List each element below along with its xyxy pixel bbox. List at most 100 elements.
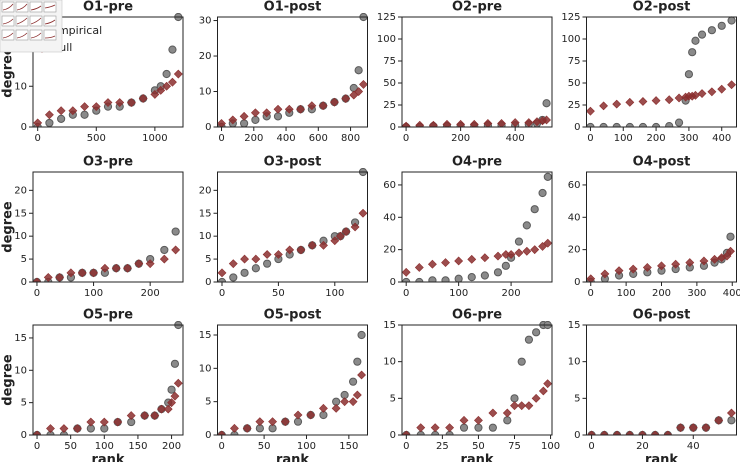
null-point [726, 408, 736, 418]
empirical-point [357, 330, 366, 340]
plot-frame [586, 16, 737, 128]
null-point [650, 430, 660, 435]
null-point [170, 391, 180, 401]
empirical-point [522, 221, 531, 230]
null-point [483, 119, 493, 127]
null-point [307, 240, 317, 250]
plot-frame [586, 171, 737, 283]
x-tick-label: 40 [687, 441, 700, 452]
empirical-point [665, 122, 674, 127]
y-tick-label: 0 [205, 122, 211, 133]
empirical-point [353, 357, 362, 366]
null-point [340, 397, 350, 407]
x-tick-label: 100 [297, 441, 316, 452]
x-tick-label: 0 [588, 288, 594, 299]
empirical-point [480, 271, 489, 280]
marks [586, 232, 735, 282]
null-point [727, 80, 737, 90]
null-point [280, 417, 290, 427]
y-tick-label: 20 [383, 245, 396, 256]
x-tick-label: 50 [64, 441, 77, 452]
empirical-point [586, 122, 595, 127]
empirical-point [162, 69, 171, 79]
x-tick-label: 200 [451, 133, 470, 144]
null-point [33, 277, 42, 282]
empirical-point [532, 328, 541, 337]
y-tick-label: 10 [383, 357, 396, 368]
null-point [293, 410, 303, 420]
null-point [127, 98, 136, 107]
null-point [428, 120, 438, 127]
x-tick-label: 75 [508, 441, 521, 452]
y-tick-label: 40 [383, 212, 396, 223]
empirical-point [726, 232, 735, 241]
panel-title: O6-pre [452, 308, 502, 323]
null-point [710, 254, 719, 264]
empirical-point [251, 264, 260, 273]
null-point [488, 408, 498, 418]
empirical-point [348, 377, 358, 386]
null-point [173, 378, 183, 388]
x-tick-label: 0 [219, 441, 225, 452]
panel: O3-post 0 5 10 15 20 0 50 100 [199, 155, 368, 299]
null-point [442, 119, 452, 127]
empirical-point [488, 423, 497, 432]
y-tick-label: 15 [383, 320, 396, 331]
empirical-point [428, 276, 437, 282]
null-point [138, 94, 148, 103]
null-point [228, 115, 238, 125]
null-point [688, 423, 698, 433]
empirical-point [459, 423, 469, 432]
empirical-point [599, 122, 608, 127]
null-point [587, 430, 597, 435]
x-tick-label: 200 [141, 288, 160, 299]
empirical-point [625, 122, 634, 127]
null-point [262, 108, 272, 118]
y-tick-label: 30 [199, 16, 212, 27]
null-point [506, 250, 516, 259]
x-axis-label: rank [460, 453, 493, 462]
null-point [599, 430, 609, 435]
x-tick-label: 400 [712, 133, 731, 144]
y-tick-label: 0 [205, 277, 211, 288]
null-point [467, 254, 477, 264]
y-tick-label: 5 [21, 398, 27, 409]
null-point [168, 77, 177, 87]
empirical-point [612, 122, 621, 127]
x-tick-label: 100 [449, 288, 468, 299]
y-tick-label: 20 [14, 185, 27, 196]
null-point [671, 259, 681, 269]
null-point [162, 81, 172, 91]
null-point [717, 84, 727, 94]
null-point [268, 417, 278, 427]
null-point [427, 259, 437, 269]
null-point [59, 424, 69, 433]
x-tick-label: 100 [95, 441, 114, 452]
y-axis-label: degree [1, 46, 16, 98]
x-tick-label: 200 [162, 441, 181, 452]
null-point [538, 241, 547, 251]
empirical-point [538, 188, 547, 198]
null-point [359, 79, 368, 89]
null-point [91, 102, 101, 112]
y-tick-label: 15 [199, 330, 212, 341]
y-tick-label: 15 [199, 208, 212, 219]
x-tick-label: 150 [128, 441, 147, 452]
null-point [307, 101, 317, 111]
null-point [239, 111, 249, 121]
y-tick-label: 75 [383, 56, 396, 67]
x-tick-label: 0 [34, 441, 40, 452]
null-point [89, 268, 98, 278]
null-point [330, 236, 340, 246]
null-point [415, 120, 425, 127]
null-point [480, 253, 490, 263]
null-point [341, 227, 351, 237]
empirical-point [542, 99, 551, 108]
x-tick-label: 300 [679, 133, 698, 144]
null-point [522, 246, 532, 256]
y-tick-label: 0 [205, 430, 211, 441]
x-tick-label: 0 [219, 288, 225, 299]
marks [402, 321, 552, 435]
